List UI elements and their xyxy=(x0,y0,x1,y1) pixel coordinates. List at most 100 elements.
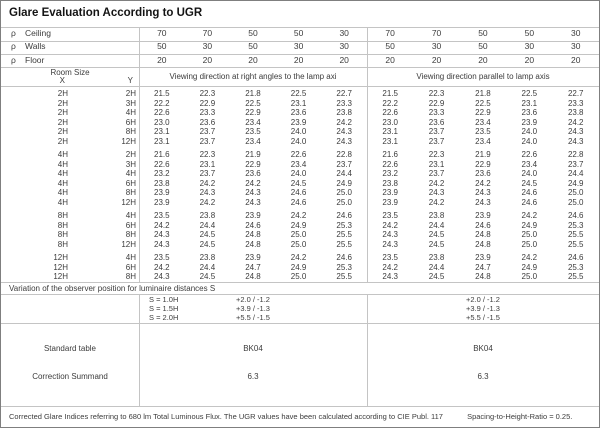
footer-text: Corrected Glare Indices referring to 680… xyxy=(9,412,443,421)
correction-summand-value-left: 6.3 xyxy=(247,372,259,381)
ugr-value: 22.8 xyxy=(336,150,352,159)
ugr-value: 24.2 xyxy=(199,197,216,207)
ugr-value: 22.6 xyxy=(521,150,538,159)
viewing-direction-right-angles-heading: Viewing direction at right angles to the… xyxy=(169,72,337,81)
x-column-heading: X xyxy=(59,76,65,85)
ugr-value: 24.3 xyxy=(336,136,352,146)
ugr-value: 23.9 xyxy=(290,117,307,127)
ugr-value: 24.2 xyxy=(521,211,538,220)
room-size-y: 4H xyxy=(125,211,136,220)
standard-table-value-left: BK04 xyxy=(243,344,263,353)
grid-hline xyxy=(1,282,599,283)
ugr-value: 24.8 xyxy=(475,239,491,249)
room-size-x: 2H xyxy=(57,98,68,108)
ugr-value: 23.5 xyxy=(475,127,491,136)
reflectance-value: 30 xyxy=(202,41,213,52)
ugr-value: 22.2 xyxy=(382,98,398,108)
ugr-value: 23.8 xyxy=(567,108,584,117)
spacing-value-right: +3.9 / -1.3 xyxy=(466,303,500,313)
ugr-value: 21.8 xyxy=(245,89,261,98)
ugr-value: 24.8 xyxy=(245,230,261,239)
reflectance-value: 30 xyxy=(570,41,581,52)
ugr-value: 23.6 xyxy=(245,169,261,178)
reflectance-value: 30 xyxy=(570,28,581,38)
ugr-row: 12H 6H 24.2 24.4 24.7 24.9 25.3 24.2 24.4 24.7 24.… xyxy=(1,263,599,273)
rho-symbol: ρ xyxy=(11,54,16,65)
ugr-value: 23.7 xyxy=(199,169,216,178)
ugr-value: 22.6 xyxy=(382,159,398,169)
room-size-y: 6H xyxy=(125,262,136,272)
ugr-value: 24.2 xyxy=(428,178,445,188)
room-size-y: 8H xyxy=(125,230,136,239)
reflectance-value: 30 xyxy=(524,41,535,52)
ugr-value: 23.7 xyxy=(567,159,584,169)
room-size-x: 8H xyxy=(57,220,68,230)
room-size-y: 6H xyxy=(125,117,136,127)
grid-hline xyxy=(1,406,599,407)
room-size-y: 8H xyxy=(125,127,136,136)
ugr-value: 22.9 xyxy=(428,98,445,108)
ugr-value: 24.5 xyxy=(428,230,445,239)
ugr-value: 24.5 xyxy=(428,272,445,281)
ugr-value: 23.9 xyxy=(154,188,170,197)
ugr-value: 23.3 xyxy=(428,108,445,117)
reflectance-value: 50 xyxy=(524,28,535,38)
ugr-value: 24.2 xyxy=(428,197,445,207)
spacing-row: S = 1.0H +2.0 / -1.2 +2.0 / -1.2 xyxy=(1,295,599,305)
ugr-value: 23.6 xyxy=(475,169,491,178)
ugr-value: 24.4 xyxy=(428,220,445,230)
ugr-value: 21.8 xyxy=(475,89,491,98)
ugr-value: 23.7 xyxy=(428,169,445,178)
ugr-value: 23.9 xyxy=(382,188,398,197)
ugr-value: 24.3 xyxy=(475,188,491,197)
grid-hline xyxy=(1,27,599,28)
ugr-value: 22.5 xyxy=(245,98,261,108)
ugr-value: 25.3 xyxy=(567,262,584,272)
room-size-x: 8H xyxy=(57,211,68,220)
ugr-value: 24.2 xyxy=(290,253,307,262)
ugr-value: 23.0 xyxy=(154,117,170,127)
ugr-value: 24.0 xyxy=(290,169,307,178)
ugr-value: 24.4 xyxy=(567,169,584,178)
ugr-value: 23.8 xyxy=(154,178,170,188)
ugr-value: 24.0 xyxy=(521,136,538,146)
room-size-x: 4H xyxy=(57,169,68,178)
grid-hline xyxy=(1,54,599,55)
ugr-row: 4H 12H 23.9 24.2 24.3 24.6 25.0 23.9 24.2 24.3 24.… xyxy=(1,198,599,208)
reflectance-value: 20 xyxy=(293,54,304,65)
reflectance-value: 70 xyxy=(202,28,213,38)
reflectance-value: 50 xyxy=(478,28,488,38)
ugr-value: 24.2 xyxy=(336,117,352,127)
ugr-row: 4H 4H 23.2 23.7 23.6 24.0 24.4 23.2 23.7 23.6 24.0… xyxy=(1,169,599,179)
ugr-value: 25.0 xyxy=(521,230,538,239)
ugr-value: 24.3 xyxy=(154,230,170,239)
room-size-y: 4H xyxy=(125,108,136,117)
spacing-to-height-ratio: Spacing-to-Height-Ratio = 0.25. xyxy=(467,412,573,421)
reflectance-row: ρ Walls 50 30 50 30 30 50 30 50 30 30 xyxy=(1,40,599,53)
room-size-y: 6H xyxy=(125,178,136,188)
ugr-value: 24.5 xyxy=(290,178,307,188)
ugr-value: 24.4 xyxy=(428,262,445,272)
ugr-value: 24.5 xyxy=(428,239,445,249)
ugr-value: 22.8 xyxy=(567,150,584,159)
ugr-value: 24.5 xyxy=(199,230,216,239)
ugr-block: 4H 2H 21.6 22.3 21.9 22.6 22.8 21.6 22.3 21.9 22.6… xyxy=(1,150,599,207)
ugr-value: 23.6 xyxy=(521,108,538,117)
ugr-value: 24.2 xyxy=(567,117,584,127)
ugr-value: 24.0 xyxy=(521,169,538,178)
room-size-x: 8H xyxy=(57,239,68,249)
ugr-value: 23.1 xyxy=(154,136,170,146)
ugr-value: 24.2 xyxy=(154,262,170,272)
ugr-row: 4H 3H 22.6 23.1 22.9 23.4 23.7 22.6 23.1 22.9 23.4… xyxy=(1,160,599,170)
room-size-x: 8H xyxy=(57,230,68,239)
ugr-value: 25.5 xyxy=(336,239,352,249)
ugr-value: 23.4 xyxy=(245,117,261,127)
ugr-value: 21.5 xyxy=(154,89,170,98)
ugr-value: 25.0 xyxy=(521,272,538,281)
spacing-label: S = 1.5H xyxy=(149,303,179,313)
ugr-value: 25.3 xyxy=(336,262,352,272)
reflectance-value: 20 xyxy=(202,54,213,65)
ugr-value: 24.2 xyxy=(199,178,216,188)
room-size-x: 12H xyxy=(53,253,68,262)
ugr-value: 23.5 xyxy=(154,211,170,220)
